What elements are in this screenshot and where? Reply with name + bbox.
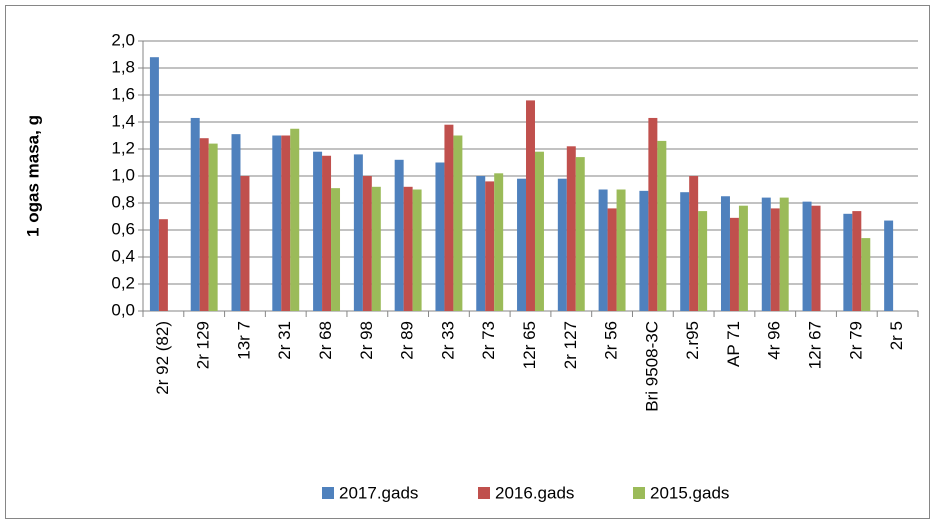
bar — [290, 128, 300, 311]
bar — [526, 100, 535, 312]
y-tick-label: 0,6 — [111, 219, 135, 238]
legend-swatch — [322, 487, 334, 499]
bar — [517, 178, 527, 311]
bar — [680, 192, 690, 311]
y-axis-title: 1 ogas masa, g — [23, 115, 42, 237]
x-tick-label: 12r 65 — [520, 321, 539, 369]
x-tick-label: 2r 73 — [479, 321, 498, 360]
bar — [331, 188, 341, 311]
x-tick-label: 2r 129 — [194, 321, 213, 369]
bar — [281, 135, 291, 311]
bar — [412, 189, 422, 311]
bar — [852, 211, 862, 311]
bar — [729, 217, 739, 311]
bar — [231, 134, 241, 311]
x-tick-label: 2r 56 — [602, 321, 621, 360]
bar — [607, 208, 617, 311]
y-tick-label: 1,4 — [111, 111, 135, 130]
bar — [639, 190, 649, 311]
bar — [476, 176, 486, 311]
y-tick-label: 0,2 — [111, 273, 135, 292]
bar — [403, 186, 413, 311]
bar — [272, 135, 282, 311]
x-tick-label: 2r 79 — [846, 321, 865, 360]
bar — [199, 138, 209, 311]
bar — [149, 57, 159, 312]
x-tick-label: 2r 33 — [438, 321, 457, 360]
x-tick-label: 13r 7 — [234, 321, 253, 360]
bar — [190, 117, 200, 311]
bar — [394, 159, 404, 311]
x-tick-label: 12r 67 — [806, 321, 825, 369]
bar — [802, 201, 812, 311]
x-tick-label: Bri 9508-3C — [642, 321, 661, 412]
bar — [557, 178, 567, 311]
bar — [779, 197, 789, 311]
bar — [435, 162, 445, 311]
bar — [761, 197, 771, 311]
bar — [689, 176, 699, 311]
bar — [158, 219, 168, 311]
bar — [313, 151, 323, 311]
legend-swatch — [633, 487, 645, 499]
bar — [884, 220, 894, 311]
x-tick-label: 2r 98 — [357, 321, 376, 360]
bar — [566, 146, 576, 311]
legend-swatch — [478, 487, 490, 499]
x-tick-label: AP 71 — [724, 321, 743, 367]
bar — [534, 151, 544, 311]
x-tick-label: 2.r95 — [683, 321, 702, 360]
chart-border — [5, 5, 930, 519]
bar — [371, 186, 381, 311]
bar — [494, 173, 504, 311]
x-tick-label: 2r 92 (82) — [153, 321, 172, 395]
bar — [453, 135, 463, 311]
x-tick-label: 2r 31 — [275, 321, 294, 360]
bar — [485, 181, 495, 311]
bar — [353, 154, 363, 311]
bar — [208, 143, 218, 311]
bar — [811, 205, 821, 311]
x-tick-label: 2r 89 — [398, 321, 417, 360]
x-tick-label: 2r 68 — [316, 321, 335, 360]
y-tick-label: 1,8 — [111, 57, 135, 76]
bar — [861, 238, 871, 311]
bar — [720, 196, 730, 311]
legend-label: 2016.gads — [495, 483, 574, 502]
bar — [322, 155, 332, 311]
x-tick-label: 2r 127 — [561, 321, 580, 369]
legend-label: 2015.gads — [650, 483, 729, 502]
bar — [598, 189, 608, 311]
bar — [657, 140, 667, 311]
y-tick-label: 1,6 — [111, 84, 135, 103]
y-tick-label: 1,0 — [111, 165, 135, 184]
y-tick-label: 0,8 — [111, 192, 135, 211]
y-tick-label: 0,0 — [111, 300, 135, 319]
bar — [843, 213, 853, 311]
bar — [444, 124, 454, 311]
bar — [738, 205, 748, 311]
bar — [648, 117, 658, 311]
legend-label: 2017.gads — [339, 483, 418, 502]
bar — [362, 176, 372, 311]
y-tick-label: 0,4 — [111, 246, 135, 265]
bar — [575, 157, 585, 311]
bar — [698, 211, 708, 311]
x-tick-label: 2r 5 — [887, 321, 906, 350]
x-tick-label: 4r 96 — [765, 321, 784, 360]
bar — [770, 208, 780, 311]
y-tick-label: 1,2 — [111, 138, 135, 157]
bar — [240, 176, 250, 311]
bar — [616, 189, 626, 311]
y-tick-label: 2,0 — [111, 30, 135, 49]
